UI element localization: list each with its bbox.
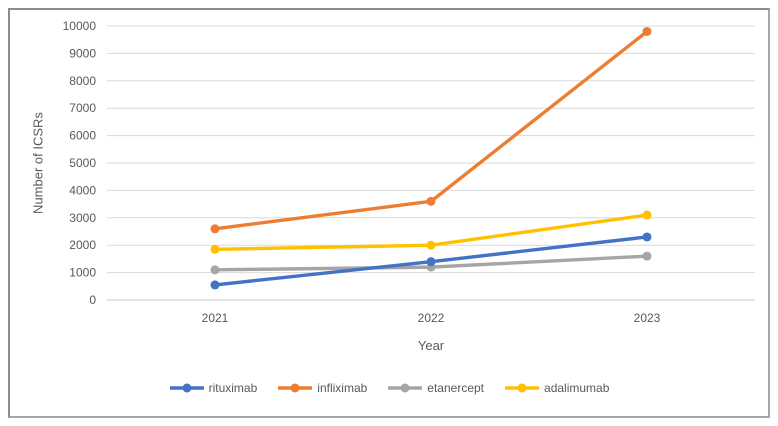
- data-point-adalimumab-2022: [426, 240, 436, 250]
- data-point-infliximab-2023: [642, 26, 652, 36]
- y-tick-label: 0: [89, 293, 96, 307]
- legend-label: etanercept: [427, 381, 485, 395]
- legend-label: adalimumab: [544, 381, 610, 395]
- x-tick-label: 2021: [202, 311, 229, 325]
- legend-line-marker-icon: [505, 383, 540, 393]
- y-tick-label: 6000: [69, 129, 96, 143]
- y-tick-label: 8000: [69, 74, 96, 88]
- y-tick-label: 2000: [69, 238, 96, 252]
- data-point-adalimumab-2023: [642, 210, 652, 220]
- legend-line-marker-icon: [388, 383, 423, 393]
- y-tick-label: 5000: [69, 156, 96, 170]
- data-point-etanercept-2023: [642, 251, 652, 261]
- legend-item-etanercept: etanercept: [387, 381, 484, 395]
- legend-item-adalimumab: adalimumab: [504, 381, 609, 395]
- x-axis-title: Year: [417, 338, 445, 353]
- x-tick-label: 2022: [418, 311, 445, 325]
- legend-label: infliximab: [317, 381, 368, 395]
- y-tick-label: 3000: [69, 211, 96, 225]
- data-point-infliximab-2021: [210, 224, 220, 234]
- legend-line-marker-icon: [278, 383, 313, 393]
- legend-label: rituximab: [208, 381, 258, 395]
- y-tick-label: 1000: [69, 266, 96, 280]
- legend-item-infliximab: infliximab: [277, 381, 367, 395]
- legend: rituximab infliximab etanercept adalimumab: [0, 381, 778, 395]
- data-point-rituximab-2023: [642, 232, 652, 242]
- data-point-rituximab-2021: [210, 280, 220, 290]
- legend-item-rituximab: rituximab: [169, 381, 258, 395]
- y-tick-label: 9000: [69, 46, 96, 60]
- x-tick-label: 2023: [634, 311, 661, 325]
- y-axis-title: Number of ICSRs: [30, 112, 46, 214]
- data-point-adalimumab-2021: [210, 244, 220, 254]
- y-tick-label: 7000: [69, 101, 96, 115]
- data-point-etanercept-2021: [210, 265, 220, 275]
- y-tick-label: 4000: [69, 183, 96, 197]
- legend-line-marker-icon: [169, 383, 204, 393]
- y-tick-label: 10000: [63, 19, 97, 33]
- data-point-rituximab-2022: [426, 257, 436, 267]
- data-point-infliximab-2022: [426, 196, 436, 206]
